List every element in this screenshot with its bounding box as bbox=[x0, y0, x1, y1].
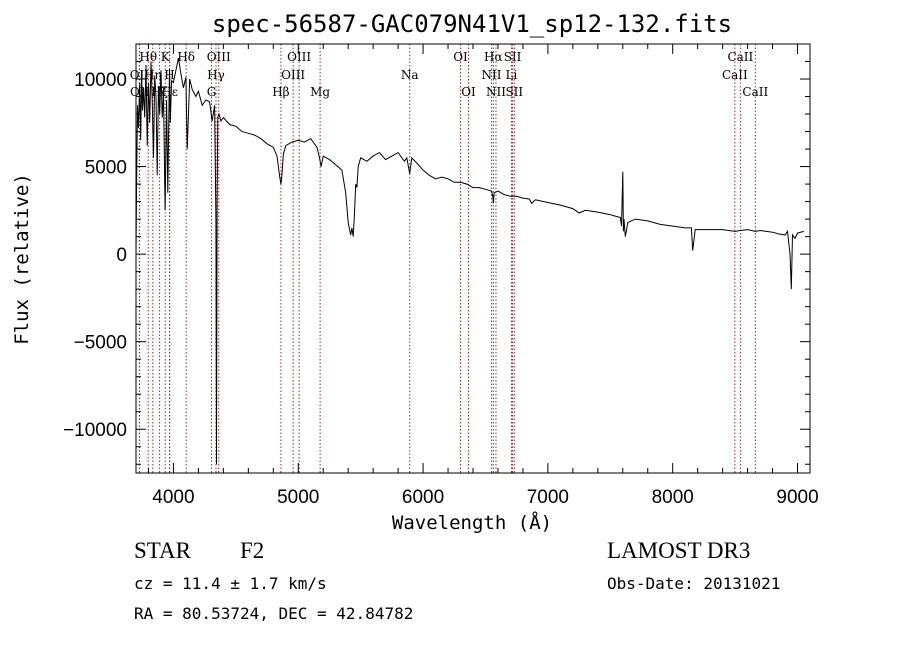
spectral-line-label: SII bbox=[504, 50, 522, 64]
spectral-line-label: Hθ bbox=[139, 50, 157, 64]
survey-name: LAMOST DR3 bbox=[607, 538, 751, 563]
spectral-line-label: NII bbox=[481, 68, 501, 82]
x-tick-label: 8000 bbox=[652, 487, 694, 508]
spectral-line-label: OIII bbox=[287, 50, 311, 64]
spectral-line-label: OII bbox=[130, 68, 150, 82]
spectral-line-markers bbox=[138, 44, 756, 473]
x-tick-label: 7000 bbox=[527, 487, 569, 508]
spectral-line-label: CaII bbox=[727, 50, 753, 64]
spectrum-line bbox=[135, 57, 804, 465]
spectral-line-label: Hγ bbox=[207, 68, 225, 82]
y-tick-label: 10000 bbox=[74, 70, 127, 91]
object-class: STAR bbox=[134, 538, 191, 563]
y-tick-label: −5000 bbox=[74, 333, 127, 354]
y-tick-label: 0 bbox=[116, 245, 127, 266]
spectral-line-label: OIII bbox=[281, 68, 305, 82]
axis-ticks bbox=[136, 43, 810, 473]
spectral-line-label: Mg bbox=[310, 85, 330, 99]
spectral-line-label: Hδ bbox=[177, 50, 195, 64]
y-tick-label: 5000 bbox=[85, 158, 127, 179]
redshift-info: cz = 11.4 ± 1.7 km/s bbox=[134, 574, 327, 593]
spectral-line-label: Hβ bbox=[272, 85, 289, 99]
x-tick-label: 6000 bbox=[402, 487, 444, 508]
spectral-line-label: NII bbox=[486, 85, 506, 99]
spectral-line-label: Hα bbox=[484, 50, 503, 64]
spectral-subclass: F2 bbox=[240, 538, 265, 563]
spectral-line-label: CaII bbox=[722, 68, 748, 82]
spectral-line-label: Hη bbox=[144, 68, 162, 82]
axis-tick-labels: 4000 5000 6000 7000 8000 9000 −10000 −5000 0 5000… bbox=[63, 70, 819, 508]
x-tick-label: 5000 bbox=[277, 487, 319, 508]
spectral-line-label: G bbox=[207, 85, 217, 99]
y-axis-label: Flux (relative) bbox=[11, 173, 33, 345]
spectral-line-label: OIII bbox=[207, 50, 231, 64]
coordinates-info: RA = 80.53724, DEC = 42.84782 bbox=[134, 604, 414, 623]
plot-frame bbox=[135, 43, 811, 474]
spectral-line-label: SII bbox=[505, 85, 523, 99]
spectral-line-label: Na bbox=[401, 68, 419, 82]
x-tick-label: 9000 bbox=[776, 487, 818, 508]
spectral-line-label: K bbox=[161, 50, 171, 64]
observation-date: Obs-Date: 20131021 bbox=[607, 574, 781, 593]
x-tick-label: 4000 bbox=[152, 487, 194, 508]
spectral-line-label: OI bbox=[461, 85, 476, 99]
spectral-line-label: CaII bbox=[742, 85, 768, 99]
spectral-line-label: OI bbox=[453, 50, 468, 64]
y-tick-label: −10000 bbox=[63, 420, 127, 441]
x-axis-label: Wavelength (Å) bbox=[392, 511, 552, 534]
spectral-line-label: Li bbox=[506, 68, 518, 82]
chart-title: spec-56587-GAC079N41V1_sp12-132.fits bbox=[212, 10, 732, 38]
